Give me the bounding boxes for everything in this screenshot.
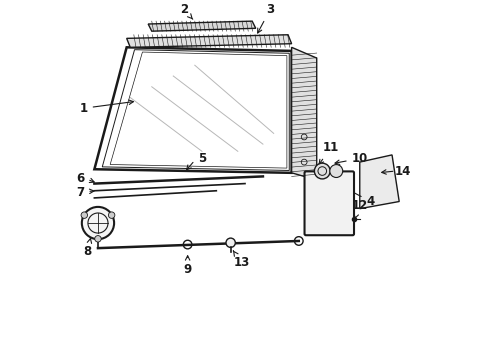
- Circle shape: [330, 165, 343, 177]
- Text: 13: 13: [233, 251, 249, 269]
- Text: 4: 4: [320, 175, 375, 208]
- Text: 10: 10: [335, 152, 368, 165]
- FancyBboxPatch shape: [304, 171, 354, 235]
- Polygon shape: [360, 155, 399, 209]
- Circle shape: [108, 212, 115, 219]
- Text: 14: 14: [394, 165, 411, 177]
- Text: 9: 9: [183, 256, 192, 276]
- Text: 12: 12: [352, 199, 368, 218]
- Polygon shape: [292, 47, 317, 180]
- Circle shape: [95, 235, 101, 242]
- Text: 3: 3: [258, 3, 274, 33]
- Circle shape: [226, 238, 235, 247]
- Text: 11: 11: [319, 141, 339, 164]
- Polygon shape: [126, 35, 292, 47]
- Text: 1: 1: [79, 100, 133, 115]
- Text: 5: 5: [198, 152, 206, 165]
- Circle shape: [82, 207, 114, 239]
- Circle shape: [315, 163, 330, 179]
- Text: 7: 7: [76, 186, 84, 199]
- Text: 8: 8: [83, 239, 92, 258]
- Polygon shape: [148, 21, 256, 31]
- Text: 6: 6: [76, 172, 84, 185]
- Circle shape: [81, 212, 88, 219]
- Text: 2: 2: [180, 3, 193, 19]
